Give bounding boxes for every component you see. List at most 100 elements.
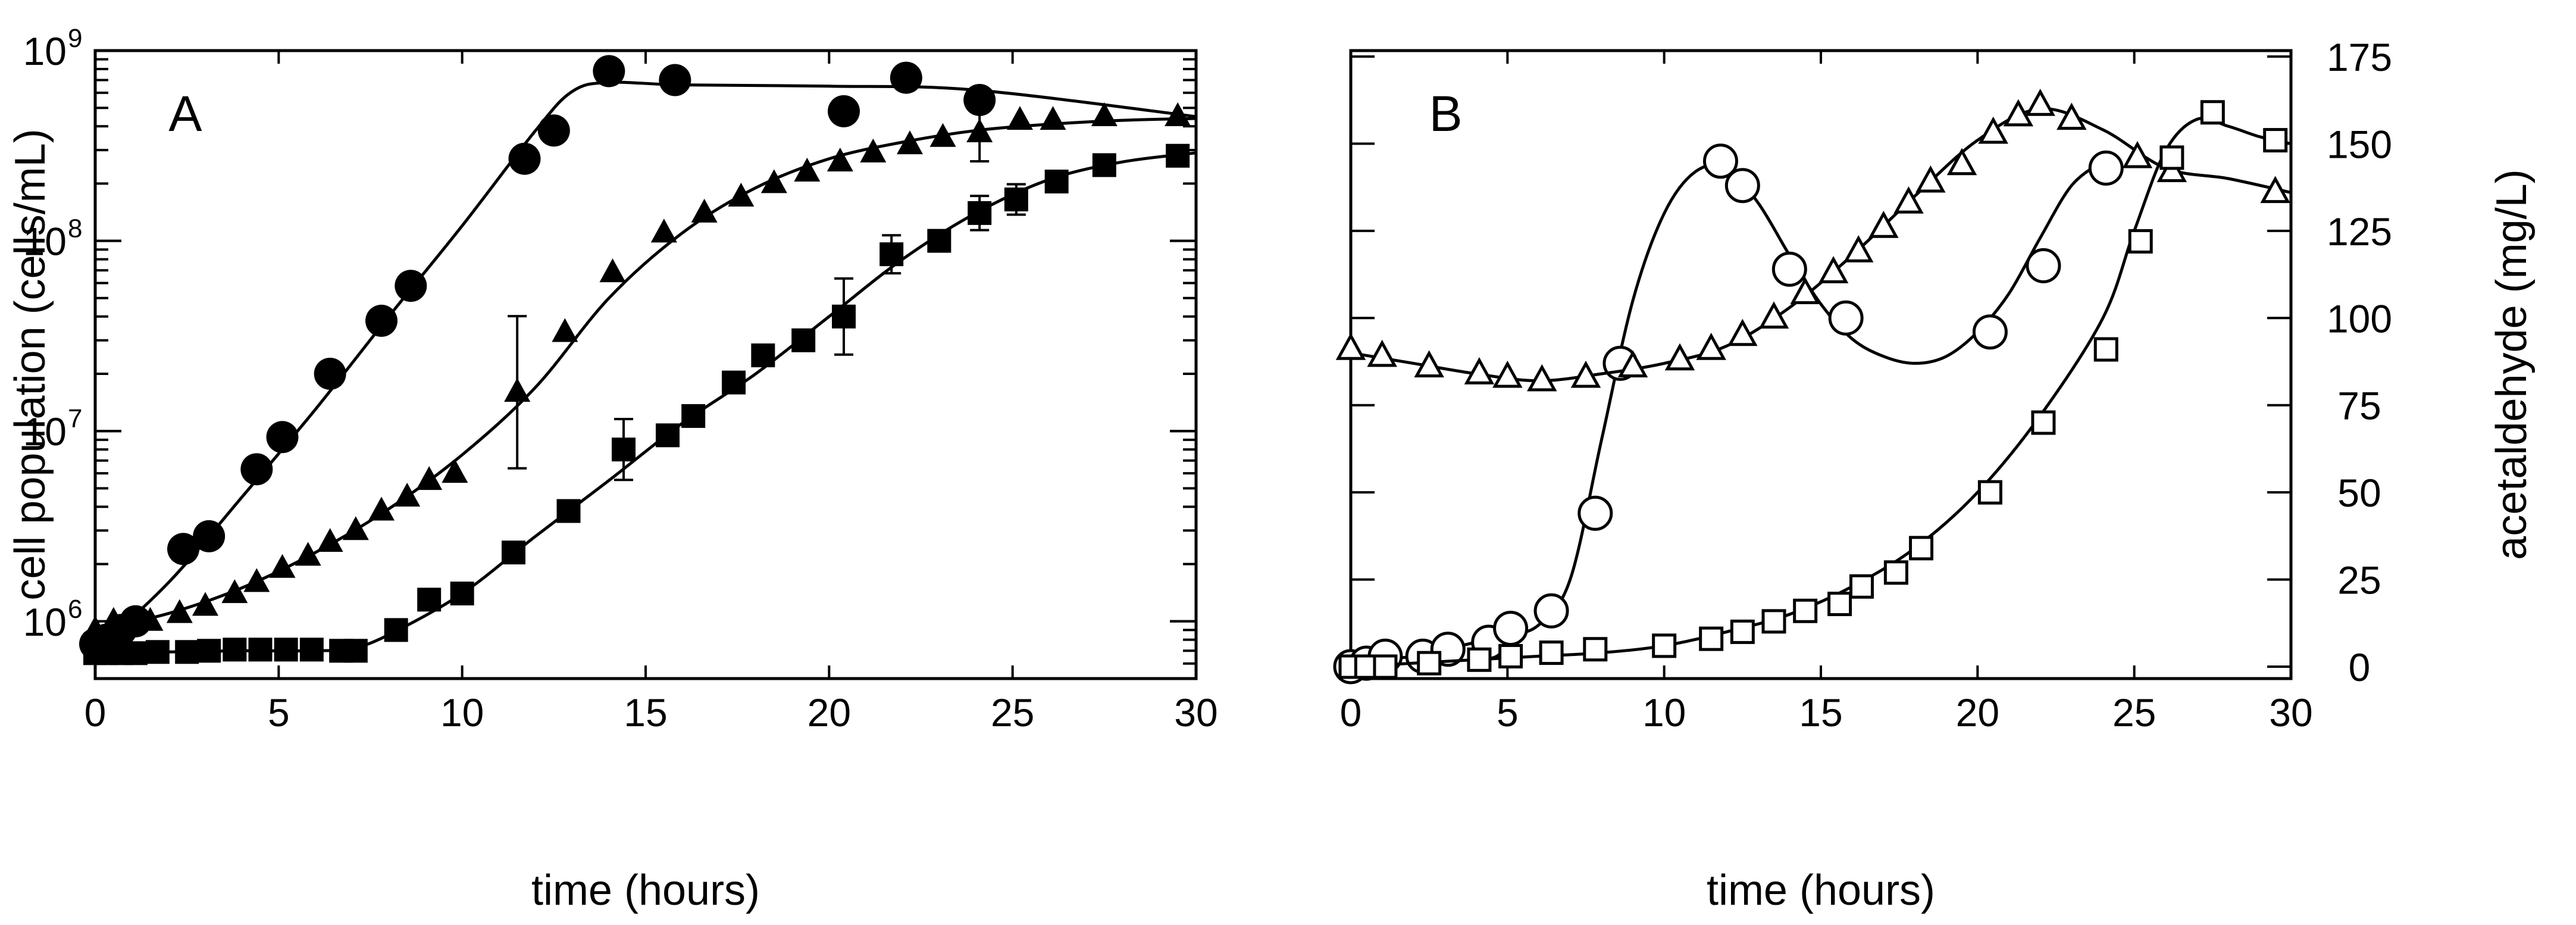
- panel-a: 0 5 10 15 20 25 30 106 107 108 109 A time (hours)…: [7, 24, 1218, 914]
- data-point-triangle: [1040, 106, 1066, 130]
- data-point-circle: [1828, 300, 1864, 336]
- data-point-triangle: [1696, 333, 1726, 360]
- data-point-square: [1004, 188, 1028, 212]
- data-point-square: [1849, 574, 1874, 599]
- data-point-triangle: [1414, 350, 1444, 377]
- data-point-circle: [828, 95, 860, 127]
- data-point-triangle: [2260, 176, 2290, 204]
- y-tick-label: 109: [23, 24, 83, 73]
- data-point-square: [223, 638, 247, 662]
- panel-a-series: [79, 55, 1197, 665]
- data-point-circle: [1972, 314, 2008, 350]
- data-point-triangle: [1727, 318, 1758, 346]
- panel-a-x-ticks: 0 5 10 15 20 25 30: [84, 51, 1218, 735]
- x-tick-label: 15: [624, 690, 667, 735]
- data-point-square: [612, 438, 636, 462]
- data-point-triangle: [295, 542, 321, 566]
- data-point-triangle: [269, 554, 296, 578]
- data-point-square: [968, 201, 992, 225]
- panel-b-x-ticks: 0 5 10 15 20 25 30: [1340, 51, 2313, 735]
- data-point-square: [2128, 229, 2153, 254]
- data-point-triangle: [760, 169, 787, 193]
- data-point-circle: [537, 114, 570, 147]
- data-point-triangle: [1664, 343, 1695, 371]
- data-point-triangle: [929, 123, 956, 147]
- data-point-square: [1883, 560, 1908, 585]
- data-point-triangle: [1915, 165, 1946, 193]
- data-point-triangle: [1758, 301, 1789, 329]
- y-tick-label: 0: [2349, 645, 2371, 689]
- data-point-triangle: [504, 377, 531, 402]
- y-tick-label: 25: [2337, 558, 2381, 602]
- data-point-square: [722, 370, 746, 395]
- data-point-triangle: [1492, 360, 1523, 388]
- data-point-square: [1583, 637, 1608, 662]
- data-point-circle: [1493, 611, 1529, 646]
- data-point-square: [1699, 626, 1724, 651]
- data-point-triangle: [2025, 89, 2055, 116]
- data-point-square: [1373, 654, 1398, 679]
- data-point-triangle: [442, 459, 468, 483]
- data-point-square: [450, 582, 474, 606]
- data-point-square: [1977, 480, 2002, 505]
- data-point-circle: [1533, 593, 1569, 629]
- data-point-square: [681, 404, 706, 428]
- fit-curve: [94, 80, 1197, 652]
- data-point-circle: [1724, 168, 1760, 204]
- data-point-circle: [1577, 495, 1613, 531]
- data-point-triangle: [1843, 235, 1874, 262]
- data-point-triangle: [192, 592, 218, 616]
- data-point-square: [123, 641, 148, 665]
- data-point-circle: [508, 142, 541, 175]
- data-point-circle: [1702, 143, 1738, 179]
- data-point-triangle: [1893, 186, 1924, 214]
- panel-b-series: [1333, 89, 2292, 685]
- data-point-triangle: [1335, 333, 1366, 360]
- data-point-triangle: [897, 130, 923, 155]
- x-tick-label: 25: [2112, 690, 2156, 735]
- data-point-circle: [659, 64, 691, 96]
- data-point-square: [879, 242, 904, 267]
- y-tick-label: 150: [2327, 122, 2392, 166]
- data-point-square: [274, 638, 298, 662]
- panel-a-y-ticks: 106 107 108 109: [23, 24, 1196, 680]
- data-point-square: [1467, 647, 1492, 672]
- data-point-square: [1652, 633, 1677, 658]
- x-tick-label: 0: [1340, 690, 1362, 735]
- x-tick-label: 30: [1174, 690, 1217, 735]
- data-point-triangle: [1527, 364, 1557, 392]
- data-point-triangle: [650, 218, 677, 243]
- y-tick-label: 175: [2327, 35, 2392, 79]
- panel-b-label: B: [1429, 86, 1463, 142]
- data-point-circle: [2026, 248, 2061, 283]
- data-point-triangle: [100, 607, 127, 631]
- data-point-square: [2263, 128, 2288, 153]
- y-tick-label: 106: [23, 595, 83, 644]
- panel-b-x-axis-title: time (hours): [1707, 867, 1935, 914]
- data-point-triangle: [728, 182, 755, 207]
- data-point-square: [1827, 592, 1852, 617]
- data-point-triangle: [1091, 102, 1118, 126]
- data-point-circle: [395, 270, 427, 302]
- data-point-triangle: [1367, 339, 1397, 367]
- data-point-square: [1166, 143, 1190, 168]
- data-point-triangle: [1007, 106, 1033, 130]
- fit-curve: [1350, 117, 2292, 668]
- data-point-square: [197, 639, 221, 663]
- x-tick-label: 0: [84, 690, 107, 735]
- data-point-square: [927, 229, 951, 253]
- data-point-triangle: [2057, 102, 2087, 130]
- data-point-triangle: [1868, 211, 1899, 238]
- data-point-square: [832, 304, 856, 329]
- data-point-circle: [167, 533, 199, 565]
- data-point-square: [1909, 536, 1934, 561]
- data-point-circle: [266, 421, 299, 454]
- data-point-triangle: [794, 157, 821, 182]
- data-point-square: [502, 540, 525, 565]
- data-point-triangle: [317, 528, 343, 552]
- x-tick-label: 25: [991, 690, 1034, 735]
- data-point-triangle: [691, 198, 718, 223]
- x-tick-label: 5: [268, 690, 290, 735]
- data-point-square: [751, 343, 775, 368]
